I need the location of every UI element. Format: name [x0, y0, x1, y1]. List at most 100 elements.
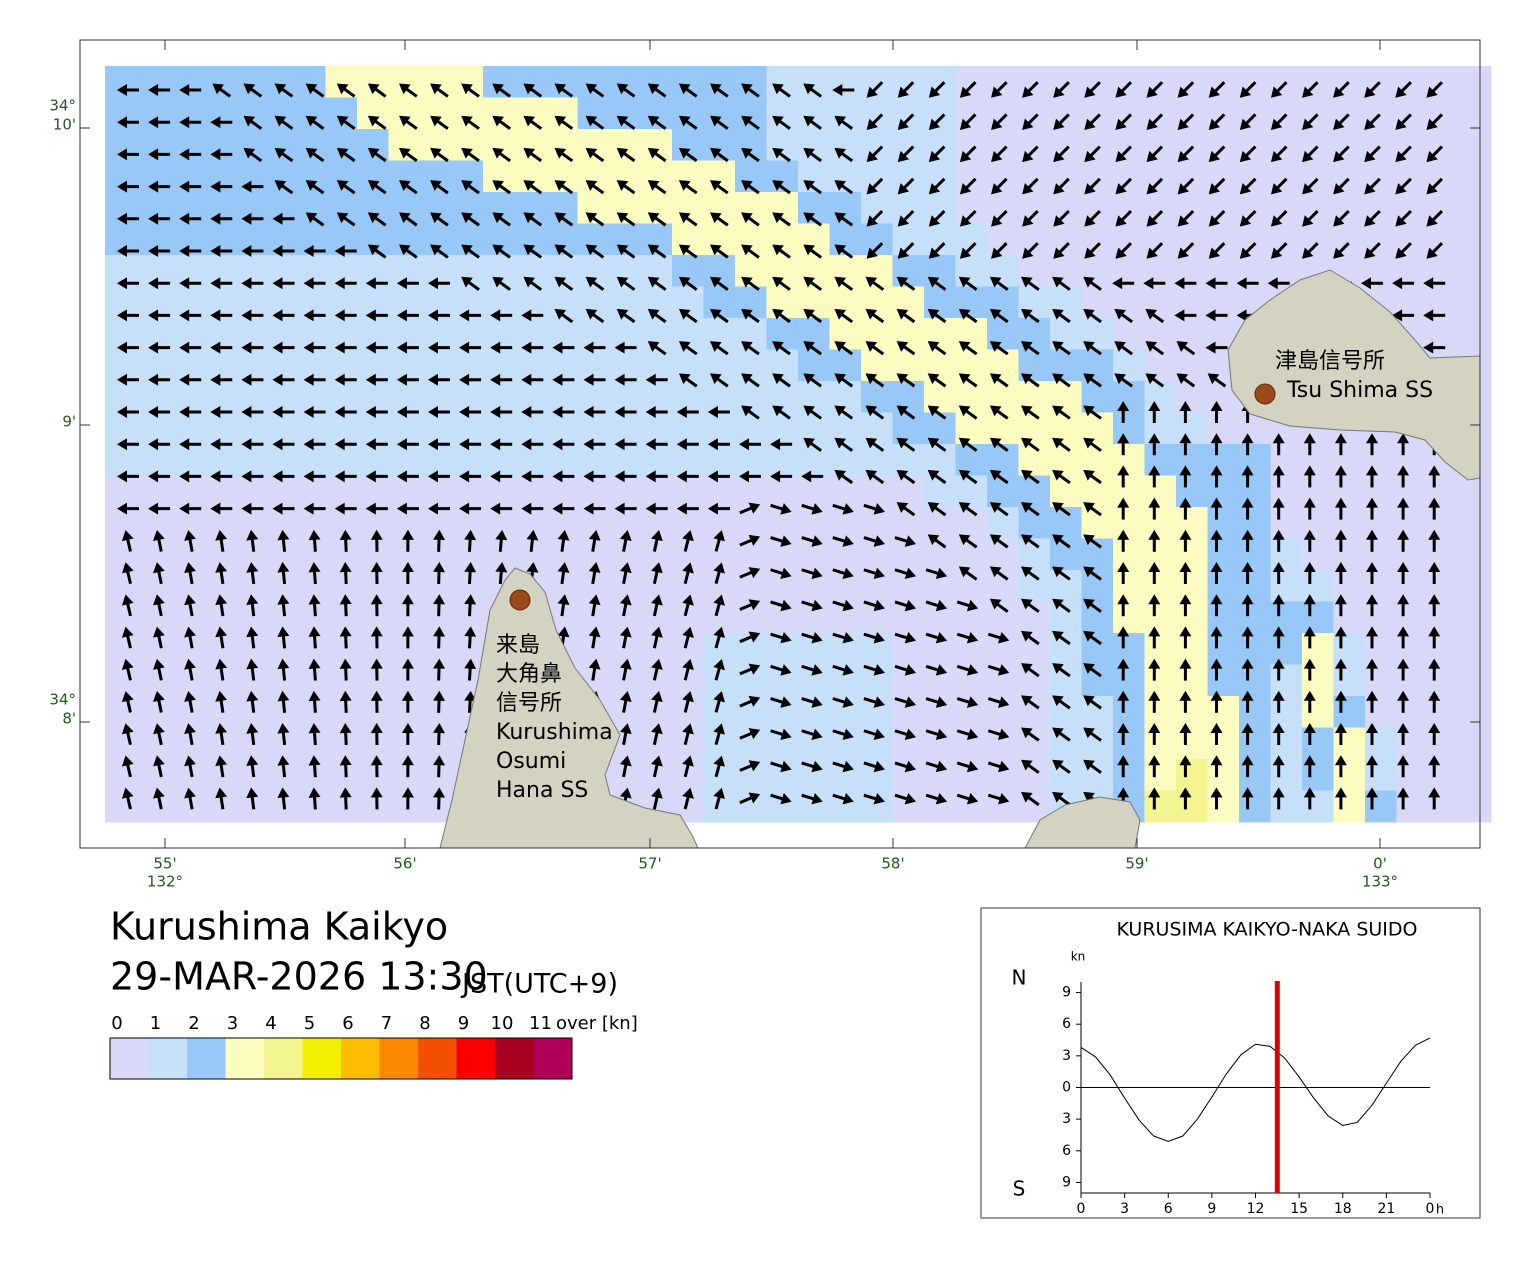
legend-unit: over [kn] [556, 1013, 638, 1034]
current-cell [829, 66, 862, 98]
current-arrow-head [246, 529, 259, 541]
current-arrow-head [1236, 277, 1247, 290]
current-arrow-head [619, 658, 632, 670]
current-arrow-head [772, 373, 784, 385]
current-cell [262, 538, 295, 571]
current-arrow-head [1177, 118, 1189, 130]
current-arrow-head [179, 470, 190, 483]
current-cell [199, 507, 232, 539]
current-arrow-head [616, 244, 629, 256]
current-cell [861, 223, 893, 256]
current-arrow-head [748, 567, 761, 579]
current-cell [892, 97, 925, 130]
current-arrow-head [989, 373, 1002, 385]
current-arrow-head [464, 594, 477, 605]
current-arrow-head [614, 406, 625, 418]
current-cell [672, 97, 704, 130]
current-cell [766, 349, 799, 382]
current-arrow-head [1117, 594, 1130, 605]
current-cell [798, 286, 830, 319]
current-arrow-head [904, 696, 917, 708]
current-cell [1428, 318, 1460, 350]
current-cell [829, 255, 862, 287]
current-arrow-head [308, 658, 321, 670]
x-tick-label: 0 [1077, 1201, 1086, 1217]
land [439, 269, 1481, 849]
current-arrow-head [842, 792, 854, 805]
current-arrow-head [651, 787, 663, 799]
current-cell [798, 223, 830, 256]
current-arrow-head [1303, 465, 1316, 476]
current-cell [105, 696, 137, 728]
current-cell [168, 444, 200, 476]
current-arrow-head [1021, 469, 1033, 481]
current-arrow-head [1208, 86, 1221, 98]
current-arrow-head [748, 502, 761, 514]
current-cell [1270, 633, 1303, 665]
current-arrow-head [401, 755, 414, 766]
current-arrow-head [272, 502, 283, 515]
current-arrow-head [1176, 373, 1189, 385]
current-arrow-head [365, 277, 376, 290]
current-cell [1459, 318, 1492, 350]
current-arrow-head [490, 470, 501, 483]
current-cell [735, 66, 767, 98]
current-arrow-head [215, 690, 228, 702]
current-arrow-head [997, 664, 1010, 676]
current-cell [892, 223, 925, 256]
current-arrow-head [803, 341, 815, 352]
current-cell [1081, 223, 1114, 256]
current-arrow-head [1052, 566, 1064, 578]
current-arrow-head [801, 470, 812, 483]
current-cell [1207, 538, 1240, 571]
station-marker [509, 589, 531, 611]
current-cell [546, 97, 578, 130]
current-arrow-head [148, 212, 159, 225]
current-cell [231, 570, 263, 602]
current-arrow-head [179, 84, 190, 96]
current-arrow-head [997, 696, 1010, 708]
current-arrow-head [713, 530, 725, 542]
current-cell [1459, 664, 1492, 697]
current-cell [987, 129, 1019, 161]
current-arrow-head [370, 594, 383, 605]
current-cell [1207, 633, 1240, 665]
current-arrow-head [430, 244, 442, 256]
current-arrow-head [1084, 183, 1096, 195]
current-arrow-head [554, 115, 567, 127]
current-arrow-head [1177, 247, 1189, 259]
current-cell [388, 633, 421, 665]
current-cell [672, 381, 704, 413]
current-arrow-head [873, 760, 885, 773]
current-cell [1333, 601, 1366, 634]
current-arrow-head [866, 118, 878, 130]
current-cell [1365, 664, 1397, 697]
current-arrow-head [928, 247, 941, 259]
current-cell [357, 664, 389, 697]
current-arrow-head [588, 529, 601, 541]
current-cell [1270, 696, 1303, 728]
current-arrow-head [588, 594, 601, 606]
current-cell [168, 727, 200, 760]
current-arrow-head [367, 115, 380, 127]
current-arrow-head [682, 562, 694, 574]
current-arrow-head [927, 308, 940, 320]
current-arrow-head [1117, 562, 1130, 572]
current-arrow-head [246, 787, 259, 799]
current-arrow-head [1210, 723, 1223, 733]
current-arrow-head [989, 405, 1002, 417]
current-arrow-head [583, 470, 594, 483]
current-arrow-head [1174, 309, 1185, 322]
current-arrow-head [651, 755, 663, 767]
timezone: JST(UTC+9) [460, 969, 618, 1000]
current-arrow-head [370, 658, 383, 669]
current-cell [1333, 538, 1366, 571]
current-cell [924, 255, 956, 287]
current-cell [1176, 412, 1208, 445]
current-arrow-head [1395, 247, 1407, 259]
current-cell [105, 507, 137, 539]
current-arrow-head [246, 562, 259, 573]
current-arrow-head [897, 247, 910, 259]
current-arrow-head [464, 626, 477, 637]
current-arrow-head [1146, 150, 1158, 163]
